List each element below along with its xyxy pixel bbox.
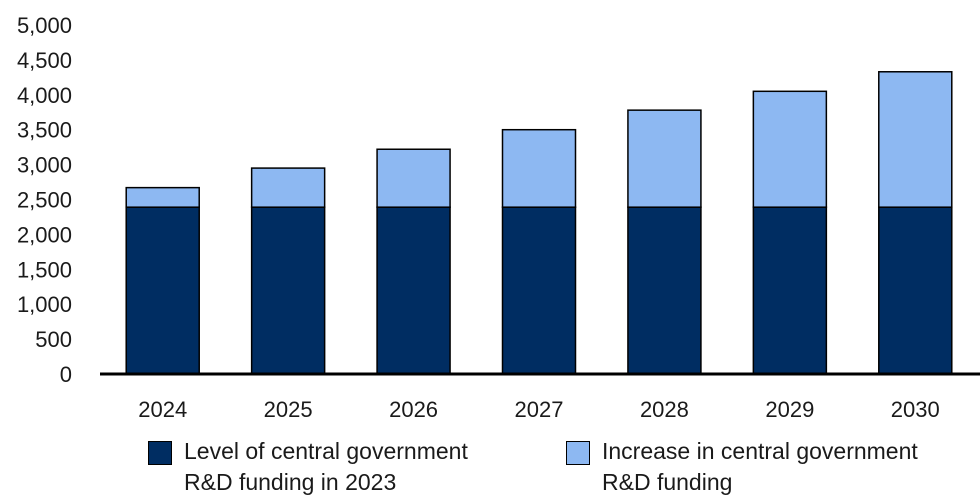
y-tick-label: 4,500 — [17, 48, 72, 73]
bar-segment-increase — [125, 186, 200, 208]
legend-item-increase: Increase in central government R&D fundi… — [566, 436, 918, 498]
bar-segment-increase — [501, 128, 577, 208]
x-tick-label: 2029 — [765, 397, 814, 422]
y-tick-label: 3,000 — [17, 153, 72, 178]
y-tick-label: 2,000 — [17, 222, 72, 247]
x-axis: 2024 2025 2026 2027 2028 2029 2030 — [138, 397, 940, 422]
bar-segment-base — [501, 206, 577, 375]
y-tick-label: 3,500 — [17, 118, 72, 143]
bar-segment-increase — [752, 90, 828, 208]
bar-segment-increase — [376, 148, 451, 208]
x-tick-label: 2030 — [891, 397, 940, 422]
bar-segment-base — [878, 206, 953, 375]
x-tick-label: 2026 — [389, 397, 438, 422]
legend-swatch-base — [148, 441, 172, 465]
bar-segment-increase — [878, 71, 953, 208]
y-tick-label: 1,500 — [17, 257, 72, 282]
bar-segment-increase — [627, 109, 702, 208]
bar-segment-base — [125, 206, 200, 375]
bars-group — [125, 71, 953, 375]
y-tick-label: 1,000 — [17, 292, 72, 317]
legend-item-base: Level of central government R&D funding … — [148, 436, 468, 498]
y-tick-label: 0 — [60, 362, 72, 387]
legend-swatch-increase — [566, 441, 590, 465]
legend-label-base: Level of central government R&D funding … — [184, 438, 468, 495]
legend-label-increase: Increase in central government R&D fundi… — [602, 438, 918, 495]
bar-segment-base — [250, 206, 326, 375]
x-tick-label: 2025 — [264, 397, 313, 422]
bar-segment-base — [376, 206, 451, 375]
bar-segment-increase — [250, 167, 326, 208]
x-tick-label: 2027 — [515, 397, 564, 422]
bar-segment-base — [627, 206, 702, 375]
x-tick-label: 2028 — [640, 397, 689, 422]
x-tick-label: 2024 — [138, 397, 187, 422]
y-tick-label: 4,000 — [17, 83, 72, 108]
y-tick-label: 2,500 — [17, 188, 72, 213]
y-axis: 0 500 1,000 1,500 2,000 2,500 3,000 3,500 4,000 4… — [17, 13, 72, 387]
y-tick-label: 500 — [35, 327, 72, 352]
y-tick-label: 5,000 — [17, 13, 72, 38]
bar-segment-base — [752, 206, 828, 375]
